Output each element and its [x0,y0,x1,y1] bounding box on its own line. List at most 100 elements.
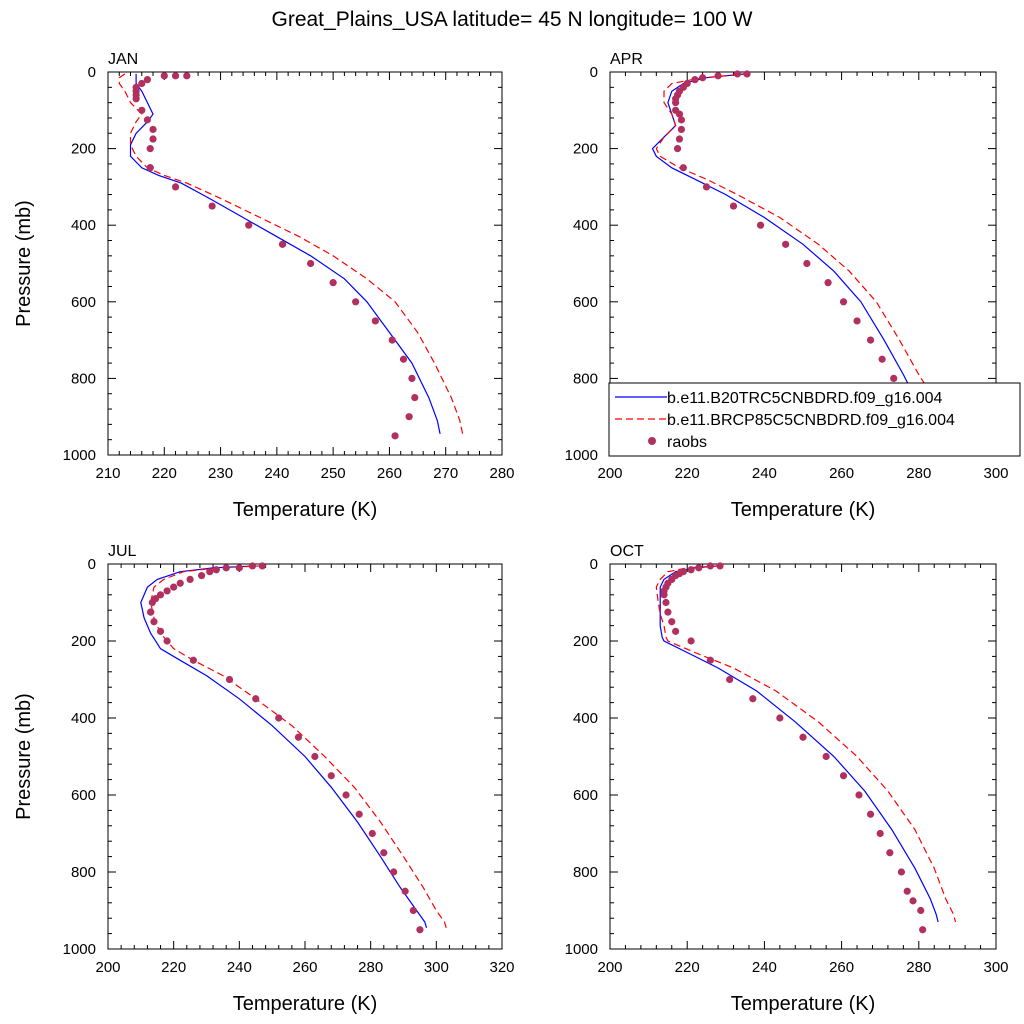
raobs-point [163,587,171,595]
raobs-point [897,868,906,876]
raobs-point [160,72,168,80]
raobs-point [212,566,220,574]
raobs-point [782,240,790,248]
y-tick-label: 200 [71,633,96,650]
y-tick-label: 1000 [63,941,96,958]
raobs-point [729,202,738,210]
y-tick-label: 200 [573,141,598,158]
raobs-point [171,183,180,191]
panel-oct: OCT 200 220 240 260 280 300 0 200 400 600 800 1000 Te… [565,543,1009,1015]
y-tick-label: 0 [88,64,96,81]
raobs-point [822,752,830,761]
raobs-point [171,72,180,80]
raobs-point [197,571,206,580]
x-tick-label: 300 [983,465,1008,482]
raobs-point [664,608,672,616]
raobs-point [143,116,151,124]
y-tick-label: 800 [71,370,96,387]
panel-title: JUL [108,543,137,560]
raobs-point [803,259,811,268]
raobs-point [716,562,724,570]
x-tick-label: 240 [752,959,777,976]
legend: b.e11.B20TRC5CNBDRD.f09_g16.004 b.e11.BRC… [608,382,1021,457]
y-tick-label: 400 [71,217,96,234]
raobs-point [225,675,234,684]
raobs-point [866,810,875,818]
raobs-point [275,714,283,722]
raobs-point [876,829,884,838]
raobs-point [733,70,741,78]
raobs-point [903,887,911,895]
y-tick-label: 200 [573,633,598,650]
x-tick-label: 200 [597,465,622,482]
raobs-point [206,568,214,576]
raobs-point [401,887,409,895]
raobs-point [668,618,676,626]
y-tick-label: 0 [88,556,96,573]
raobs-point [679,164,687,172]
raobs-point [662,598,670,607]
x-tick-label: 240 [752,465,777,482]
raobs-point [409,906,417,915]
raobs-point [146,164,154,172]
raobs-point [853,317,861,325]
raobs-point [675,110,684,118]
x-tick-label: 220 [161,959,186,976]
raobs-point [749,695,757,703]
raobs-point [156,627,165,635]
raobs-point [176,579,184,587]
panel-title: APR [610,51,643,68]
raobs-point [355,810,363,818]
series-line-b20trc [659,565,939,923]
x-tick-label: 260 [292,959,317,976]
y-tick-label: 1000 [63,447,96,464]
raobs-point [186,575,194,584]
raobs-point [156,591,165,599]
raobs-point [311,752,319,761]
x-tick-label: 230 [208,465,233,482]
raobs-point [677,116,686,124]
x-tick-label: 280 [906,959,931,976]
x-tick-label: 280 [358,959,383,976]
y-tick-label: 600 [573,787,598,804]
y-tick-label: 400 [573,710,598,727]
x-tick-label: 300 [424,959,449,976]
raobs-point [388,336,396,344]
raobs-point [672,99,680,107]
raobs-point [307,259,315,268]
raobs-point [702,183,711,191]
y-axis-label: Pressure (mb) [13,200,35,327]
y-tick-label: 200 [71,141,96,158]
x-axis-label: Temperature (K) [731,499,876,521]
raobs-point [138,79,146,88]
y-tick-label: 1000 [565,941,598,958]
x-tick-label: 260 [829,959,854,976]
plot-frame [609,563,997,950]
raobs-point [170,583,178,591]
x-tick-label: 200 [597,959,622,976]
legend-label: b.e11.BRCP85C5CNBDRD.f09_g16.004 [667,412,955,429]
x-tick-label: 280 [489,465,514,482]
raobs-point [149,125,157,134]
legend-box [608,382,1021,457]
raobs-point [245,221,253,229]
series-line-brcp85 [150,565,447,928]
x-tick-label: 280 [906,465,931,482]
series-line-b20trc [140,565,428,928]
y-tick-label: 800 [573,864,598,881]
raobs-point [677,125,686,134]
raobs-point [258,562,266,570]
raobs-point [706,562,714,570]
x-tick-label: 200 [95,959,120,976]
raobs-point [252,695,260,703]
raobs-point [909,897,917,905]
panel-jul: JUL 200 220 240 260 280 300 320 0 200 400 600 800 100… [13,543,515,1015]
x-axis-label: Temperature (K) [233,993,378,1015]
raobs-point [222,564,230,572]
legend-label: b.e11.B20TRC5CNBDRD.f09_g16.004 [667,390,943,407]
raobs-point [714,72,722,80]
x-tick-label: 240 [227,959,252,976]
raobs-point [408,374,416,382]
raobs-point [672,627,680,635]
